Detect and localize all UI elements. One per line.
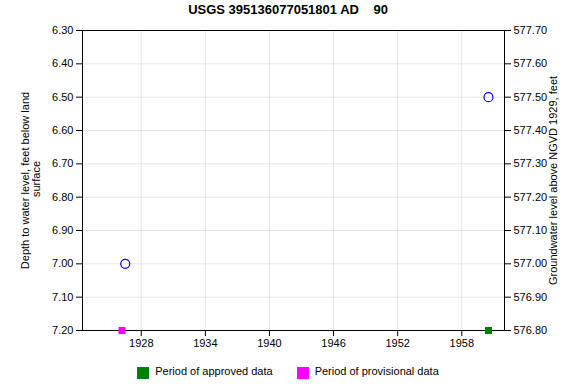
svg-text:1928: 1928 (129, 337, 153, 349)
html-text:Period of provisional data: Period of provisional data (314, 365, 439, 378)
svg-text:1940: 1940 (257, 337, 281, 349)
svg-text:577.70: 577.70 (514, 24, 548, 36)
svg-text:577.00: 577.00 (514, 257, 548, 269)
svg-text:6.30: 6.30 (52, 24, 73, 36)
svg-text:577.50: 577.50 (514, 91, 548, 103)
svg-text:577.40: 577.40 (514, 124, 548, 136)
svg-text:577.60: 577.60 (514, 57, 548, 69)
svg-text:1952: 1952 (385, 337, 409, 349)
svg-text:576.80: 576.80 (514, 324, 548, 336)
svg-text:7.10: 7.10 (52, 291, 73, 303)
svg-text:Depth to water level, feet bel: Depth to water level, feet below land su… (19, 92, 42, 269)
svg-text:1958: 1958 (450, 337, 474, 349)
svg-text:6.50: 6.50 (52, 91, 73, 103)
svg-text:576.90: 576.90 (514, 291, 548, 303)
svg-text:6.70: 6.70 (52, 157, 73, 169)
svg-text:6.90: 6.90 (52, 224, 73, 236)
svg-text:1946: 1946 (321, 337, 345, 349)
svg-text:Groundwater level above NGVD 1: Groundwater level above NGVD 1929, feet (547, 76, 559, 285)
svg-text:1934: 1934 (193, 337, 217, 349)
svg-text:7.00: 7.00 (52, 257, 73, 269)
svg-text:577.20: 577.20 (514, 191, 548, 203)
svg-text:577.30: 577.30 (514, 157, 548, 169)
svg-text:6.60: 6.60 (52, 124, 73, 136)
svg-text:577.10: 577.10 (514, 224, 548, 236)
html-text:Period of approved data: Period of approved data (155, 365, 273, 378)
html-text:USGS 395136077051801 AD 90: USGS 395136077051801 AD 90 (188, 2, 388, 17)
svg-text:6.80: 6.80 (52, 191, 73, 203)
svg-text:7.20: 7.20 (52, 324, 73, 336)
svg-text:6.40: 6.40 (52, 57, 73, 69)
